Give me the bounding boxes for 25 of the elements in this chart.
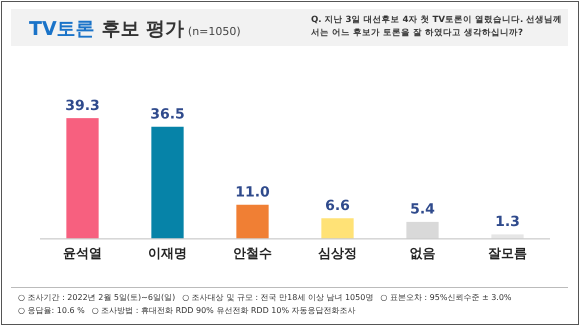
bar: [321, 218, 354, 238]
x-tick-label: 이재명: [148, 246, 187, 262]
x-tick-label: 없음: [410, 246, 436, 262]
x-tick-label: 심상정: [318, 246, 357, 262]
text: ○ 조사방법 : 휴대전화 RDD 90% 유선전화 RDD 10% 자동응답전화조사: [92, 306, 356, 315]
text: ○ 표본오차 : 95%신뢰수준 ± 3.0%: [380, 293, 512, 302]
data-label: 11.0: [235, 184, 270, 200]
x-tick-label: 윤석열: [63, 246, 102, 262]
x-tick-label: 잘모름: [488, 246, 527, 262]
text: ○ 응답율: 10.6 %: [18, 306, 85, 315]
chart-title: TV토론 후보 평가: [29, 18, 184, 40]
data-label: 1.3: [495, 214, 520, 230]
bar: [151, 126, 184, 238]
text: Q. 지난 3일 대선후보 4자 첫 TV토론이 열렸습니다. 선생님께서는 어느 후보가 토론을 잘 하였다고 생각하십니까?: [311, 14, 564, 40]
data-label: 6.6: [325, 198, 350, 214]
data-label: 5.4: [410, 202, 436, 218]
chart-subtitle: (n=1050): [188, 25, 241, 38]
data-label: 36.5: [150, 106, 185, 122]
data-label: 39.3: [65, 98, 100, 114]
bar: [236, 204, 269, 238]
text: ○ 조사대상 및 규모 : 전국 만18세 이상 남녀 1050명: [182, 293, 374, 302]
x-tick-label: 안철수: [233, 246, 272, 262]
bar: [406, 222, 439, 238]
text: ○ 조사기간 : 2022년 2월 5일(토)~6일(일): [18, 293, 176, 302]
bar: [66, 118, 99, 238]
